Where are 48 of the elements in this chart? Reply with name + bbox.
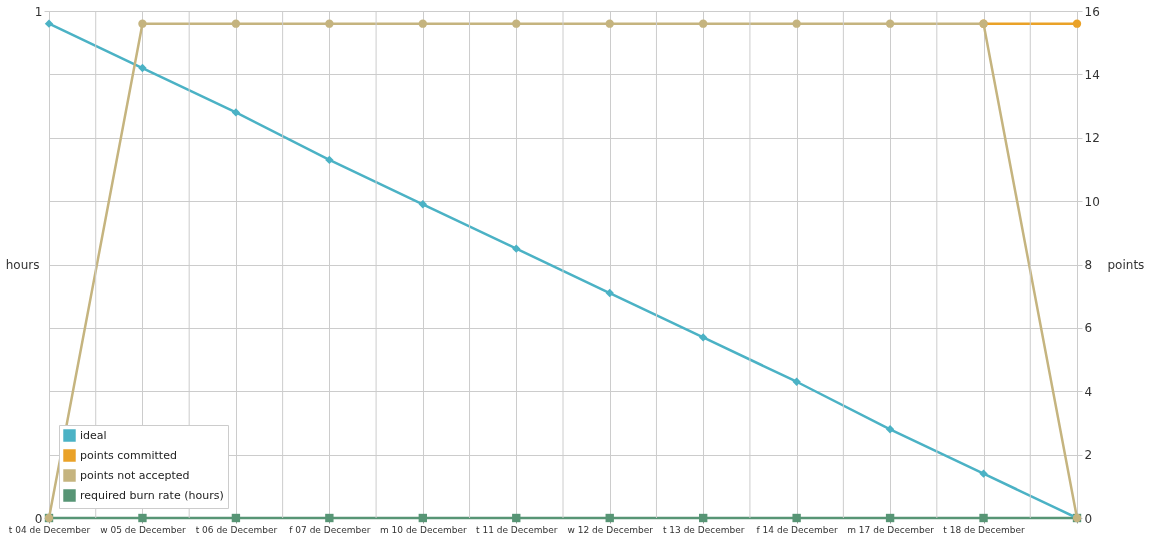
point	[44, 19, 54, 28]
point	[418, 200, 427, 209]
legend-label: points committed	[80, 448, 177, 462]
x-tick-label: m 10 de December	[379, 524, 467, 535]
x-tick-label: t 06 de December	[195, 524, 278, 535]
x-tick-label: w 05 de December	[100, 524, 186, 535]
y-axis-title: hours	[5, 258, 40, 272]
y2-tick-label: 8	[1084, 258, 1093, 272]
x-tick-label: f 14 de December	[756, 524, 838, 535]
y2-tick-label: 12	[1084, 131, 1100, 146]
point	[325, 19, 334, 28]
x-tick-label: t 13 de December	[662, 524, 745, 535]
y2-axis-title: points	[1107, 258, 1145, 272]
legend-label: required burn rate (hours)	[80, 488, 224, 502]
y2-tick-label: 2	[1084, 448, 1093, 463]
y2-tick-label: 10	[1084, 194, 1100, 209]
point	[418, 19, 427, 28]
point	[605, 19, 614, 28]
point	[699, 333, 708, 342]
x-tick-label: f 07 de December	[289, 524, 371, 535]
y2-tick-label: 14	[1084, 67, 1100, 82]
point	[1072, 19, 1082, 28]
point	[138, 19, 147, 28]
point	[885, 19, 895, 28]
y2-tick-label: 16	[1084, 4, 1100, 19]
y2-tick-label: 0	[1084, 511, 1093, 526]
point	[512, 19, 521, 28]
x-tick-label: t 11 de December	[476, 524, 558, 535]
y-tick-label: 1	[34, 4, 43, 19]
x-tick-label: w 12 de December	[567, 524, 654, 535]
point	[231, 19, 241, 28]
point	[231, 108, 241, 117]
x-tick-label: t 04 de December	[8, 524, 91, 535]
point	[979, 469, 988, 478]
point	[792, 377, 801, 386]
point	[699, 19, 708, 28]
y2-tick-label: 6	[1084, 321, 1093, 336]
point	[138, 63, 147, 73]
x-tick-label: t 18 de December	[943, 524, 1026, 535]
legend-label: ideal	[80, 428, 107, 442]
point	[792, 19, 801, 28]
point	[325, 155, 334, 165]
legend-label: points not accepted	[80, 468, 190, 482]
point	[885, 425, 895, 434]
point	[512, 244, 521, 253]
y2-tick-label: 4	[1084, 384, 1093, 399]
x-tick-label: m 17 de December	[847, 524, 935, 535]
point	[605, 288, 614, 298]
